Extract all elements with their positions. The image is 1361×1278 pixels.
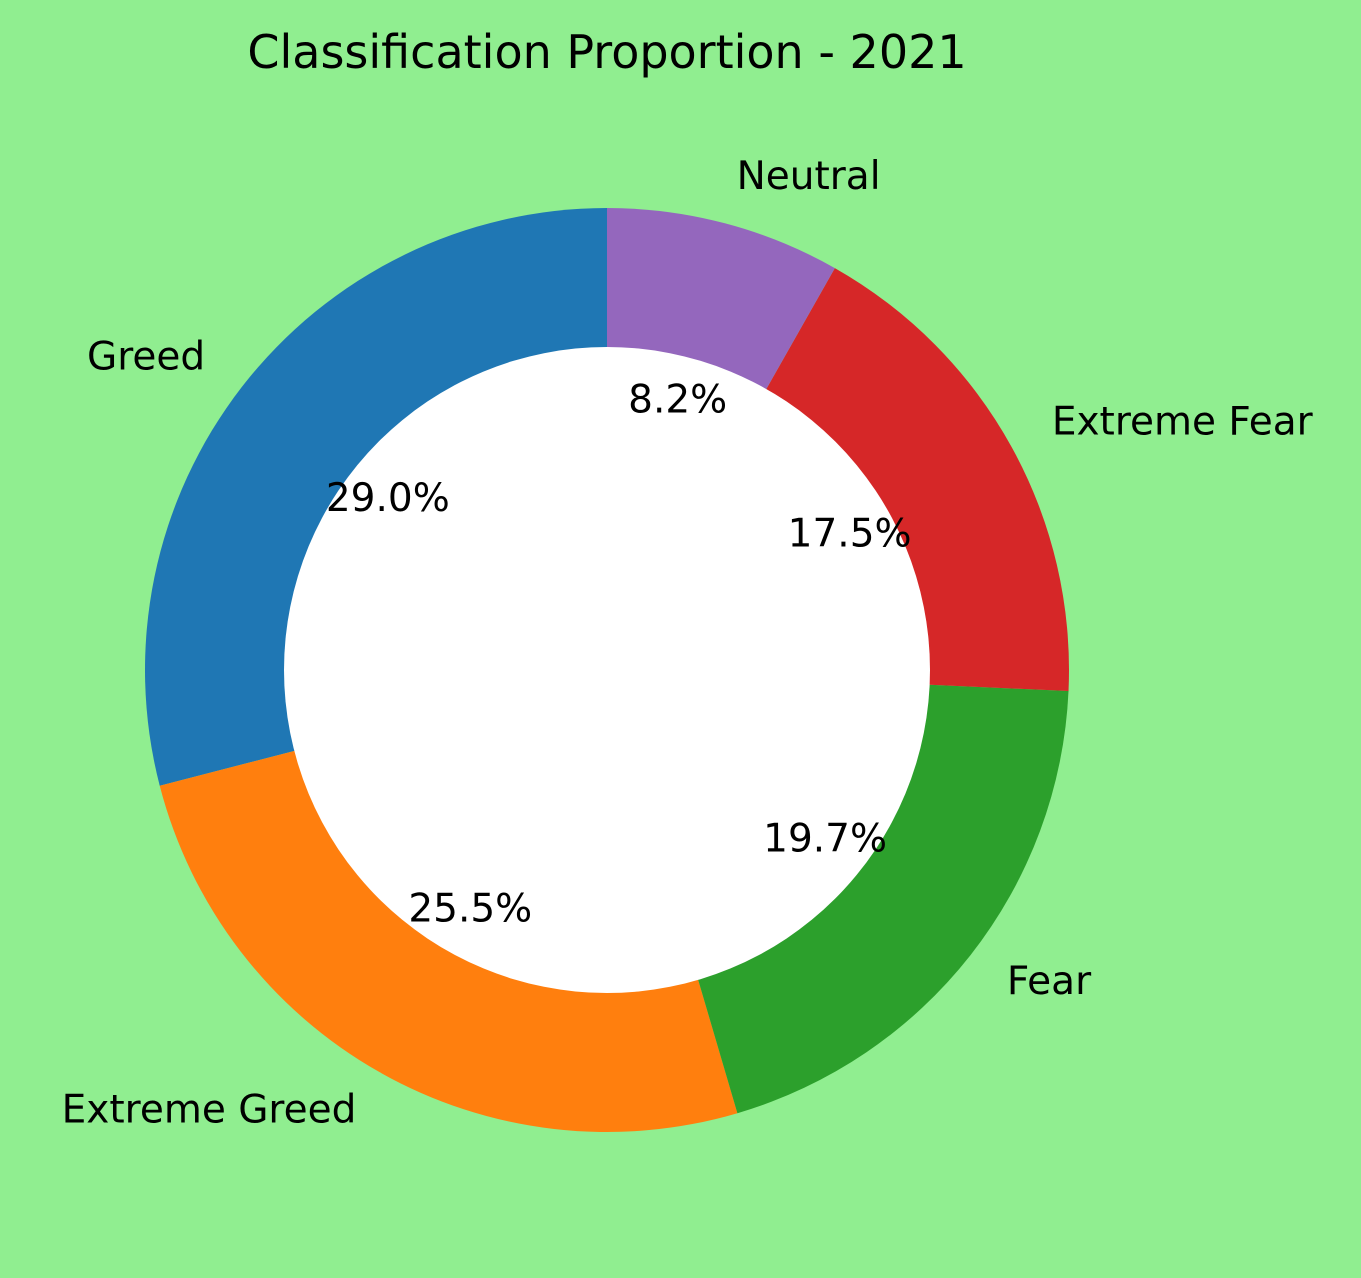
slice-pct-extreme-greed: 25.5% bbox=[408, 887, 532, 932]
donut-hole bbox=[284, 347, 930, 993]
slice-label-extreme-greed: Extreme Greed bbox=[62, 1088, 357, 1133]
slice-label-extreme-fear: Extreme Fear bbox=[1052, 400, 1314, 445]
slice-pct-neutral: 8.2% bbox=[628, 377, 727, 422]
chart-title: Classification Proportion - 2021 bbox=[247, 25, 966, 79]
slice-label-neutral: Neutral bbox=[737, 154, 881, 199]
slice-label-fear: Fear bbox=[1007, 959, 1092, 1004]
slice-pct-greed: 29.0% bbox=[326, 476, 450, 521]
slice-label-greed: Greed bbox=[87, 334, 205, 379]
labels-layer: Greed 29.0% Extreme Greed 25.5% Fear 19.7% Ext… bbox=[62, 154, 1314, 1132]
slice-pct-fear: 19.7% bbox=[763, 817, 887, 862]
slice-pct-extreme-fear: 17.5% bbox=[788, 511, 912, 556]
